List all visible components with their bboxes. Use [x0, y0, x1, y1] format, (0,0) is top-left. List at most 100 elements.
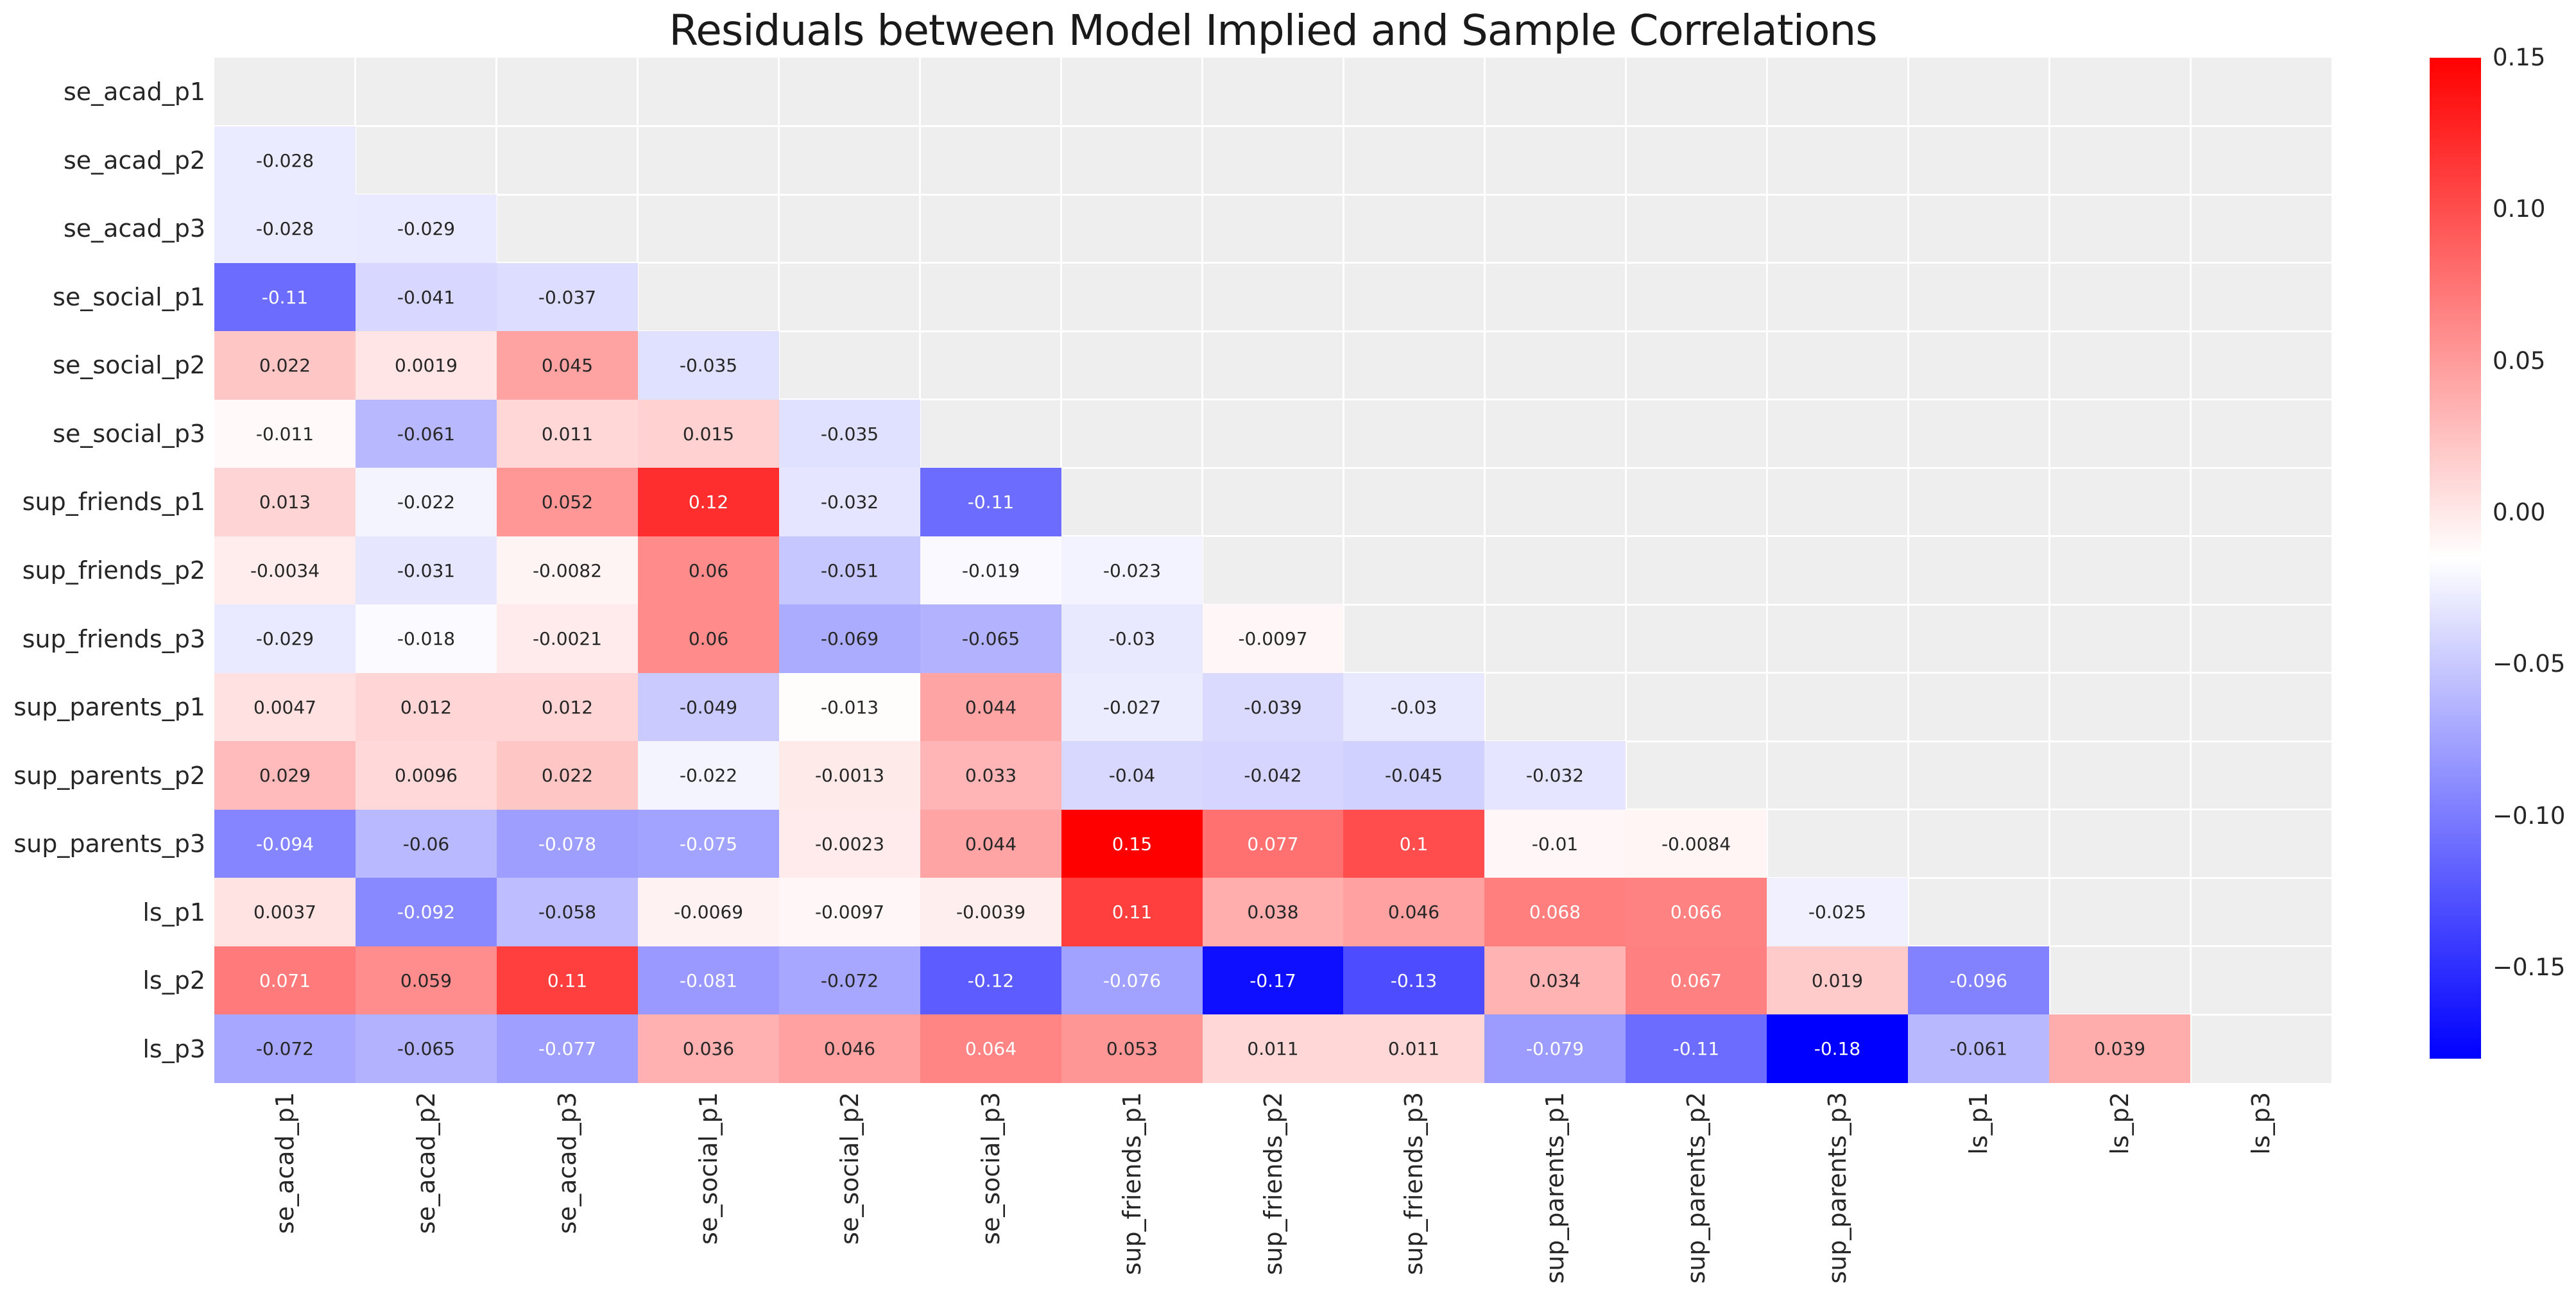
heatmap-cell: -0.0039 [920, 878, 1061, 946]
heatmap-plot-area: -0.028 -0.028 -0.029 -0.11 -0.041 -0.037 0.022… [214, 58, 2331, 1083]
heatmap-cell: -0.0021 [497, 604, 638, 673]
heatmap-cell: 0.044 [920, 810, 1061, 878]
heatmap-cell: 0.012 [497, 673, 638, 741]
heatmap-cell: 0.034 [1484, 946, 1626, 1014]
y-tick-label: se_acad_p1 [63, 78, 205, 107]
heatmap-cell: -0.092 [356, 878, 497, 946]
heatmap-cell: 0.067 [1626, 946, 1767, 1014]
x-tick-label: sup_parents_p2 [1682, 1092, 1711, 1284]
heatmap-cell: -0.035 [779, 400, 920, 468]
heatmap-cell: -0.069 [779, 604, 920, 673]
heatmap-cell: 0.046 [779, 1014, 920, 1083]
heatmap-cell: -0.0023 [779, 810, 920, 878]
heatmap-cell: -0.019 [920, 536, 1061, 604]
x-tick-label: sup_parents_p3 [1823, 1092, 1852, 1284]
heatmap-cell: -0.03 [1343, 673, 1484, 741]
x-tick-label: ls_p2 [2106, 1092, 2134, 1155]
heatmap-cell: 0.019 [1767, 946, 1908, 1014]
heatmap-cell: -0.081 [638, 946, 779, 1014]
gridline-horizontal [214, 398, 2331, 401]
gridline-vertical [1907, 58, 1909, 1083]
heatmap-cell: -0.061 [356, 400, 497, 468]
heatmap-cell: 0.053 [1061, 1014, 1203, 1083]
heatmap-cell: -0.045 [1343, 741, 1484, 810]
heatmap-cell: -0.042 [1203, 741, 1343, 810]
heatmap-cell: -0.0097 [779, 878, 920, 946]
heatmap-cell: 0.022 [497, 741, 638, 810]
x-tick-label: ls_p3 [2247, 1092, 2276, 1155]
heatmap-cell: -0.12 [920, 946, 1061, 1014]
heatmap-cell: -0.022 [638, 741, 779, 810]
heatmap-cell: 0.012 [356, 673, 497, 741]
heatmap-cell: 0.06 [638, 536, 779, 604]
x-tick-label: se_social_p1 [694, 1092, 723, 1245]
heatmap-cell: 0.059 [356, 946, 497, 1014]
y-tick-label: sup_friends_p1 [22, 488, 205, 517]
heatmap-cell: -0.17 [1203, 946, 1343, 1014]
heatmap-cell: -0.0069 [638, 878, 779, 946]
heatmap-cell: -0.18 [1767, 1014, 1908, 1083]
heatmap-cell: -0.028 [214, 194, 356, 263]
heatmap-cell: -0.029 [214, 604, 356, 673]
heatmap-cell: 0.038 [1203, 878, 1343, 946]
heatmap-cell: -0.13 [1343, 946, 1484, 1014]
heatmap-cell: -0.061 [1908, 1014, 2049, 1083]
x-tick-label: se_acad_p1 [270, 1092, 299, 1234]
heatmap-cell: -0.0034 [214, 536, 356, 604]
gridline-horizontal [214, 466, 2331, 469]
heatmap-cell: -0.094 [214, 810, 356, 878]
heatmap-cell: -0.058 [497, 878, 638, 946]
y-tick-label: se_acad_p3 [63, 214, 205, 243]
colorbar-tick-label: −0.05 [2493, 650, 2566, 678]
gridline-horizontal [214, 330, 2331, 332]
heatmap-cell: 0.077 [1203, 810, 1343, 878]
gridline-vertical [2189, 58, 2192, 1083]
heatmap-cell: -0.035 [638, 331, 779, 400]
y-tick-label: sup_friends_p2 [22, 556, 205, 585]
colorbar-tick-label: −0.10 [2493, 801, 2566, 830]
heatmap-cell: -0.077 [497, 1014, 638, 1083]
gridline-vertical [1483, 58, 1486, 1083]
heatmap-cell: -0.027 [1061, 673, 1203, 741]
colorbar-tick-label: 0.00 [2493, 499, 2546, 527]
heatmap-cell: -0.065 [920, 604, 1061, 673]
gridline-horizontal [214, 535, 2331, 538]
heatmap-cell: 0.068 [1484, 878, 1626, 946]
x-tick-label: se_social_p3 [976, 1092, 1005, 1245]
heatmap-cell: 0.044 [920, 673, 1061, 741]
x-tick-label: se_acad_p2 [411, 1092, 440, 1234]
heatmap-cell: -0.018 [356, 604, 497, 673]
gridline-vertical [2048, 58, 2050, 1083]
heatmap-cell: -0.0013 [779, 741, 920, 810]
heatmap-cell: -0.023 [1061, 536, 1203, 604]
gridline-horizontal [214, 125, 2331, 128]
heatmap-cell: -0.022 [356, 468, 497, 536]
heatmap-cell: -0.096 [1908, 946, 2049, 1014]
heatmap-cell: -0.06 [356, 810, 497, 878]
heatmap-cell: -0.031 [356, 536, 497, 604]
heatmap-cell: -0.078 [497, 810, 638, 878]
heatmap-cell: 0.029 [214, 741, 356, 810]
heatmap-cell: 0.011 [1343, 1014, 1484, 1083]
heatmap-cell: 0.039 [2049, 1014, 2190, 1083]
colorbar-tick-label: −0.15 [2493, 953, 2566, 982]
x-tick-label: sup_friends_p3 [1400, 1092, 1429, 1276]
heatmap-cell: -0.11 [214, 263, 356, 331]
heatmap-cell: -0.049 [638, 673, 779, 741]
y-tick-label: sup_parents_p3 [13, 830, 205, 858]
gridline-vertical [1342, 58, 1344, 1083]
heatmap-cell: 0.06 [638, 604, 779, 673]
heatmap-cell: 0.033 [920, 741, 1061, 810]
heatmap-cell: 0.022 [214, 331, 356, 400]
heatmap-cell: 0.052 [497, 468, 638, 536]
chart-title: Residuals between Model Implied and Samp… [669, 6, 1877, 55]
heatmap-cell: 0.0096 [356, 741, 497, 810]
y-tick-label: se_social_p2 [53, 351, 205, 380]
y-tick-label: ls_p3 [142, 1034, 205, 1063]
heatmap-cell: -0.079 [1484, 1014, 1626, 1083]
heatmap-cell: 0.0019 [356, 331, 497, 400]
heatmap-cell: -0.0082 [497, 536, 638, 604]
heatmap-cell: -0.11 [920, 468, 1061, 536]
y-tick-label: se_acad_p2 [63, 146, 205, 175]
